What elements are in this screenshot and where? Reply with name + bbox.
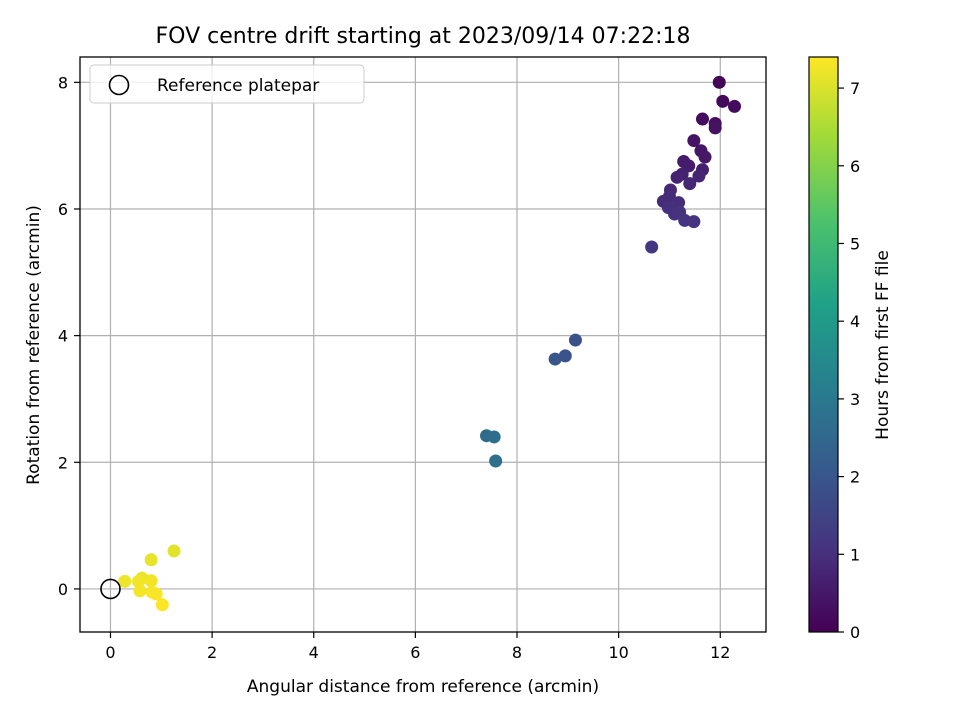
data-point xyxy=(692,169,706,183)
x-tick-label: 4 xyxy=(309,643,319,662)
legend-marker xyxy=(108,74,130,96)
y-axis-label: Rotation from reference (arcmin) xyxy=(24,205,44,485)
colorbar-tick-label: 6 xyxy=(850,157,860,176)
x-tick-label: 0 xyxy=(105,643,115,662)
data-point xyxy=(144,574,158,588)
reference-platepar-marker xyxy=(100,578,121,600)
x-tick-label: 8 xyxy=(512,643,522,662)
data-point xyxy=(672,196,686,210)
data-point xyxy=(155,598,169,612)
data-point xyxy=(167,544,181,558)
colorbar-tick-label: 1 xyxy=(850,545,860,564)
data-point xyxy=(712,75,726,89)
y-axis-ticks: 0 2 4 6 8 xyxy=(58,73,80,599)
x-tick-label: 12 xyxy=(710,643,730,662)
legend-entry: Reference platepar xyxy=(157,76,319,96)
data-point xyxy=(727,99,741,113)
data-points xyxy=(118,75,741,612)
data-point xyxy=(558,349,572,363)
y-tick-label: 4 xyxy=(58,327,68,346)
colorbar-tick-label: 0 xyxy=(850,623,860,642)
data-point xyxy=(716,94,730,108)
x-tick-label: 10 xyxy=(608,643,628,662)
data-point xyxy=(695,112,709,126)
data-point xyxy=(698,150,712,164)
x-axis-ticks: 0 2 4 6 8 10 12 xyxy=(105,632,730,662)
plot-frame xyxy=(79,56,767,633)
colorbar-tick-label: 7 xyxy=(850,79,860,98)
colorbar: 0 1 2 3 4 5 6 7 Hours from first FF file xyxy=(808,56,893,642)
y-tick-label: 6 xyxy=(58,200,68,219)
y-tick-label: 2 xyxy=(58,453,68,472)
grid-lines xyxy=(80,57,766,632)
data-point xyxy=(133,584,147,598)
data-point xyxy=(149,587,163,601)
chart-title: FOV centre drift starting at 2023/09/14 … xyxy=(156,24,691,49)
legend: Reference platepar xyxy=(89,64,365,104)
data-point xyxy=(487,430,501,444)
colorbar-tick-label: 5 xyxy=(850,234,860,253)
data-point xyxy=(548,352,562,366)
data-point xyxy=(670,170,684,184)
x-tick-label: 2 xyxy=(207,643,217,662)
colorbar-tick-label: 4 xyxy=(850,312,860,331)
data-point xyxy=(687,134,701,148)
colorbar-tick-label: 2 xyxy=(850,468,860,487)
data-point xyxy=(683,177,697,191)
legend-box xyxy=(89,64,365,104)
data-point xyxy=(489,454,503,468)
colorbar-label: Hours from first FF file xyxy=(873,250,893,440)
data-point xyxy=(645,240,659,254)
y-tick-label: 0 xyxy=(58,580,68,599)
data-point xyxy=(708,121,722,135)
data-point xyxy=(687,215,701,229)
colorbar-tick-label: 3 xyxy=(850,390,860,409)
colorbar-gradient xyxy=(808,56,839,633)
colorbar-ticks: 0 1 2 3 4 5 6 7 xyxy=(838,79,860,642)
data-point xyxy=(144,553,158,567)
data-point xyxy=(568,333,582,347)
x-tick-label: 6 xyxy=(410,643,420,662)
x-axis-label: Angular distance from reference (arcmin) xyxy=(247,677,599,697)
y-tick-label: 8 xyxy=(58,73,68,92)
data-point xyxy=(118,574,132,588)
